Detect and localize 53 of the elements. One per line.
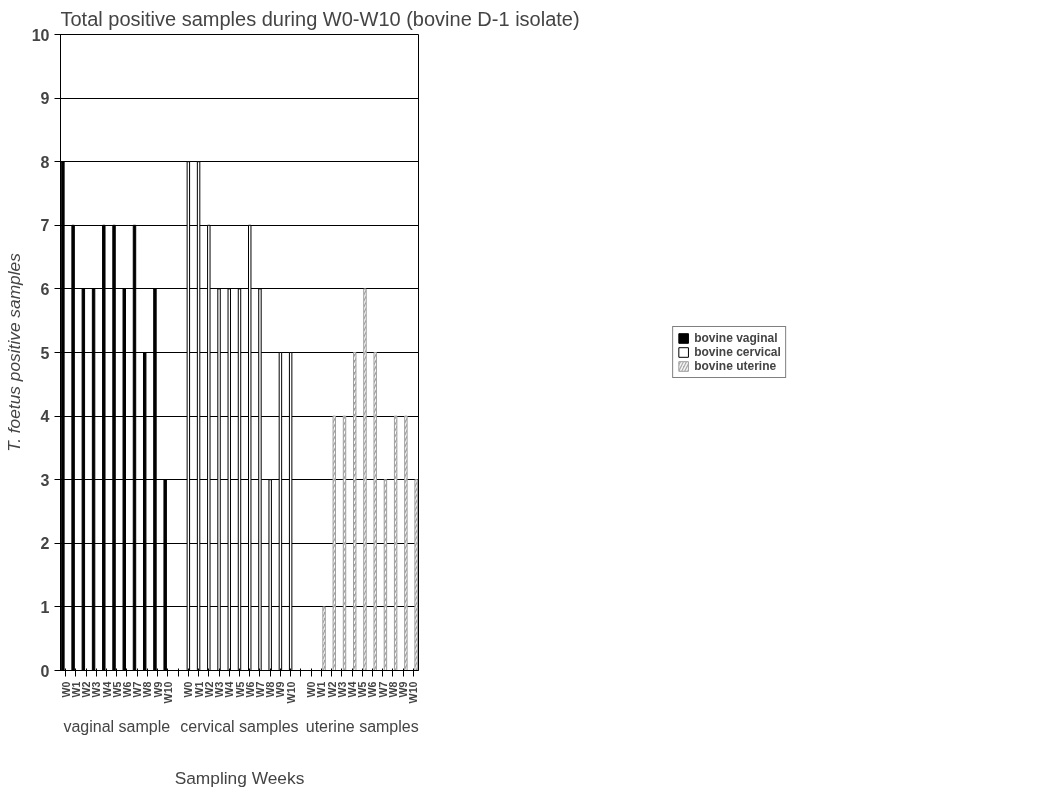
x-tick-label: W7 <box>253 681 266 698</box>
y-tick-label: 3 <box>40 471 50 489</box>
x-tick-label: W2 <box>202 681 215 698</box>
y-tick-label: 10 <box>31 26 50 44</box>
x-tick-label: W1 <box>315 681 328 698</box>
x-tick-label: W6 <box>120 681 133 698</box>
x-axis-title: Sampling Weeks <box>174 767 305 788</box>
y-tick-label: 5 <box>40 344 50 362</box>
x-tick-label: W9 <box>397 681 410 698</box>
x-tick-label: W2 <box>80 681 93 698</box>
x-tick-label: W9 <box>274 681 287 698</box>
x-tick-label: W3 <box>213 681 226 698</box>
y-tick-label: 9 <box>40 90 50 108</box>
x-tick-label: W4 <box>100 681 113 698</box>
y-tick-label: 7 <box>40 217 50 235</box>
legend-label: bovine vaginal <box>694 331 778 345</box>
y-tick-label: 6 <box>40 280 50 298</box>
x-tick-label: W3 <box>335 681 348 698</box>
x-tick-label: W1 <box>69 681 82 698</box>
x-tick-label: W5 <box>356 681 369 698</box>
y-tick-label: 8 <box>40 153 50 171</box>
legend-label: bovine uterine <box>694 359 777 373</box>
legend-label: bovine cervical <box>694 345 781 359</box>
x-tick-label: W10 <box>407 681 420 704</box>
x-tick-label: W7 <box>131 681 144 698</box>
x-tick-label: W0 <box>305 681 318 698</box>
x-tick-label: W5 <box>233 681 246 698</box>
y-tick-label: 4 <box>40 408 50 426</box>
text: uterine samples <box>305 717 419 735</box>
text: cervical samples <box>180 717 299 735</box>
x-tick-label: W2 <box>325 681 338 698</box>
x-tick-label: W6 <box>366 681 379 698</box>
x-tick-label: W3 <box>90 681 103 698</box>
chart-title: Total positive samples during W0-W10 (bovine D-1 isolate) <box>60 7 580 30</box>
x-tick-label: W7 <box>376 681 389 698</box>
x-tick-label: W0 <box>182 681 195 698</box>
y-tick-label: 2 <box>40 535 50 553</box>
text: vaginal sample <box>63 717 171 735</box>
x-tick-label: W8 <box>386 681 399 698</box>
x-tick-label: W10 <box>161 681 174 704</box>
x-tick-label: W5 <box>110 681 123 698</box>
x-tick-label: W6 <box>243 681 256 698</box>
x-tick-label: W4 <box>223 681 236 698</box>
x-tick-label: W9 <box>151 681 164 698</box>
x-tick-label: W10 <box>284 681 297 704</box>
x-tick-label: W8 <box>264 681 277 698</box>
x-tick-label: W0 <box>59 681 72 698</box>
y-axis-title: T. foetus positive samples <box>3 252 24 452</box>
x-tick-label: W8 <box>141 681 154 698</box>
y-tick-label: 1 <box>40 598 50 616</box>
x-tick-label: W4 <box>346 681 359 698</box>
x-tick-label: W1 <box>192 681 205 698</box>
y-tick-label: 0 <box>40 662 50 680</box>
